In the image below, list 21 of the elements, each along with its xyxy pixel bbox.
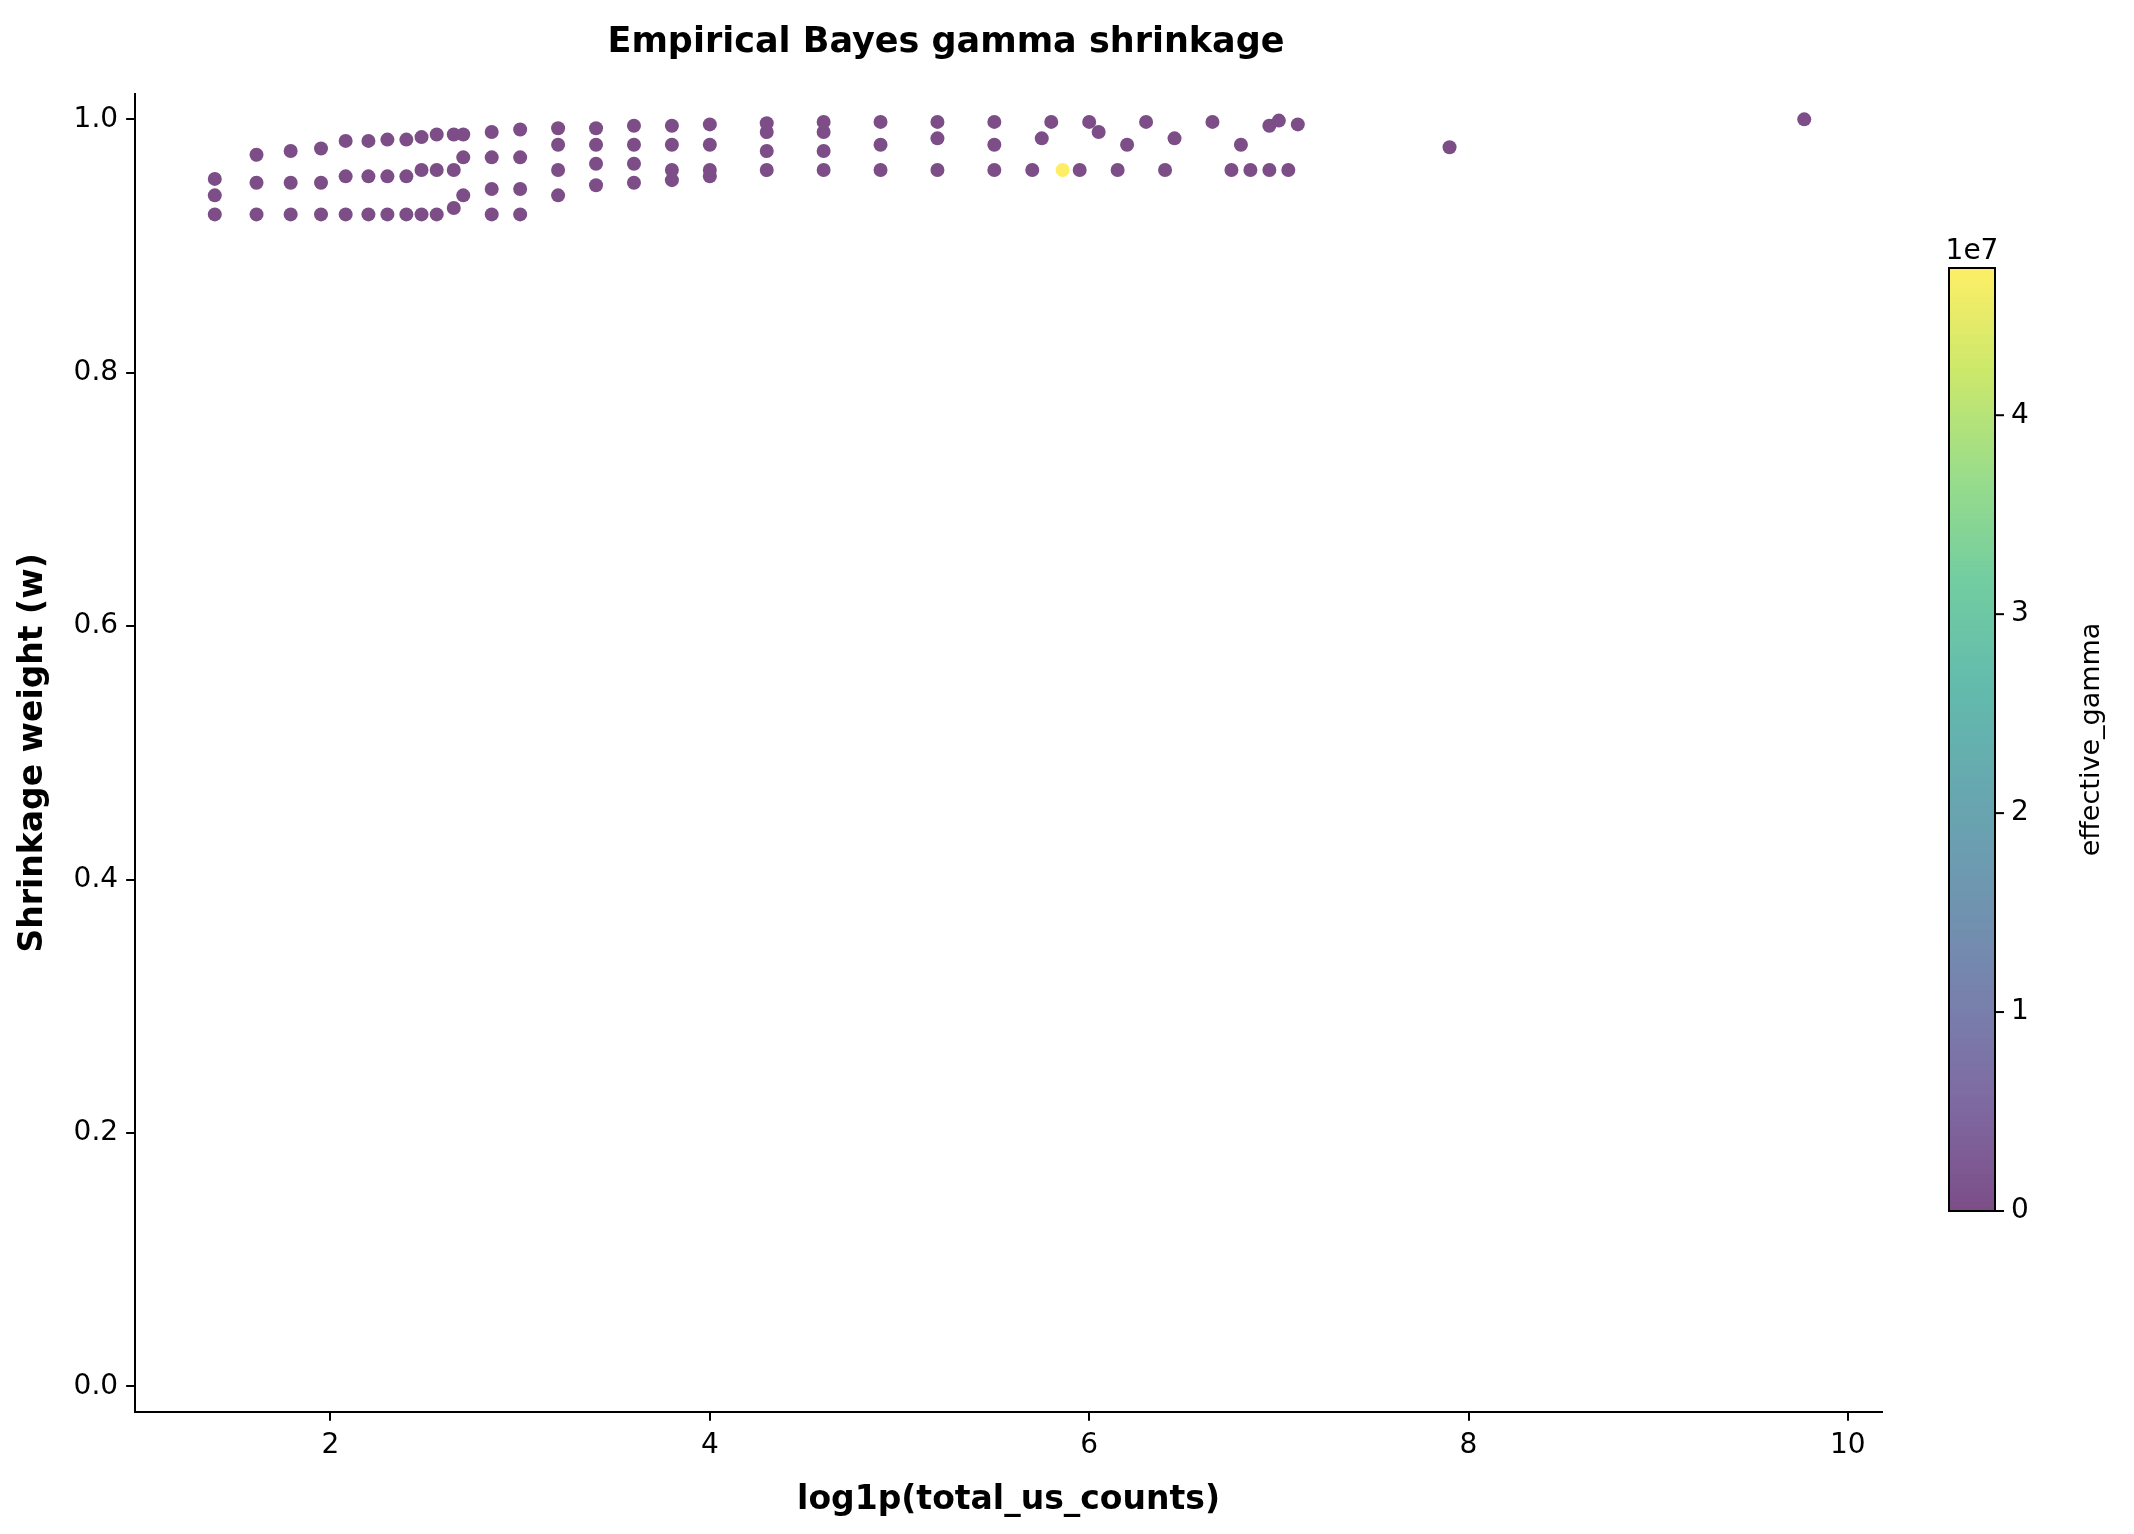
y-tick-label: 0.0	[73, 1367, 119, 1401]
x-tick-label: 8	[1459, 1426, 1478, 1460]
color-bar-title: effective_gamma	[2074, 622, 2106, 857]
color-bar-label: 3	[2011, 595, 2029, 629]
x-tick-label: 6	[1080, 1426, 1099, 1460]
y-axis-title: Shrinkage weight (w)	[11, 553, 51, 953]
y-tick-label: 1.0	[73, 100, 119, 134]
y-tick-label: 0.6	[73, 607, 119, 641]
y-tick-label: 0.8	[73, 354, 119, 388]
x-axis-title: log1p(total_us_counts)	[797, 1477, 1221, 1517]
y-tick-label: 0.4	[73, 860, 119, 894]
color-bar-label: 4	[2011, 396, 2029, 430]
y-tick-label: 0.2	[73, 1114, 119, 1148]
color-bar-label: 1	[2011, 993, 2029, 1027]
chart-title: Empirical Bayes gamma shrinkage	[607, 20, 1285, 61]
text: 1e7	[1945, 233, 1999, 267]
color-bar-label: 0	[2011, 1192, 2029, 1226]
x-tick-label: 10	[1830, 1426, 1866, 1460]
color-bar-label: 2	[2011, 794, 2029, 828]
x-tick-label: 4	[700, 1426, 719, 1460]
x-tick-label: 2	[321, 1426, 340, 1460]
